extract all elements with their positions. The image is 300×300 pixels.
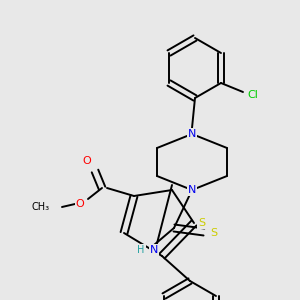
Text: O: O (82, 156, 91, 166)
Text: Cl: Cl (248, 90, 258, 100)
Text: N: N (150, 245, 158, 255)
Text: N: N (188, 185, 196, 195)
Text: O: O (76, 199, 84, 209)
Text: CH₃: CH₃ (32, 202, 50, 212)
Text: S: S (198, 218, 206, 228)
Text: H: H (137, 245, 145, 255)
Text: S: S (210, 228, 218, 238)
Text: N: N (188, 129, 196, 139)
